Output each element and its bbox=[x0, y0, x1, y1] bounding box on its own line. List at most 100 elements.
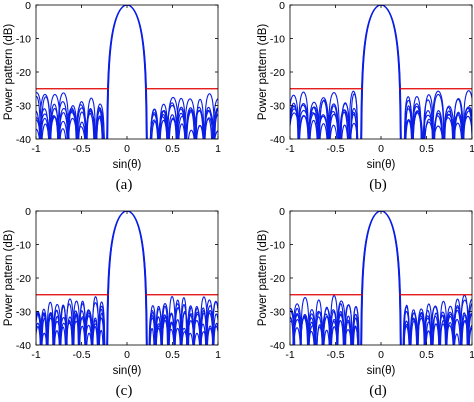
sidelobe-trace bbox=[453, 298, 462, 345]
sidelobe-trace bbox=[96, 117, 103, 139]
x-tick-label: -1 bbox=[285, 143, 294, 155]
x-tick-label: 1 bbox=[215, 143, 221, 155]
sidelobe-trace bbox=[65, 303, 74, 345]
sidelobe-trace bbox=[212, 98, 218, 139]
sidelobe-trace bbox=[185, 109, 195, 139]
panel-caption: (d) bbox=[369, 383, 387, 399]
mainlobe-trace bbox=[106, 5, 148, 139]
x-tick-label: 0.5 bbox=[419, 143, 434, 155]
mainlobe-trace bbox=[106, 211, 148, 345]
panel-d: -1 -0.5 0 0.5 1 0 -10 -20 -30 -40 sin(θ) Power patt… bbox=[257, 206, 474, 399]
sidelobe-trace bbox=[85, 112, 97, 139]
sidelobe-trace bbox=[350, 93, 358, 139]
sidelobe-trace bbox=[308, 106, 320, 139]
y-tick-label: -20 bbox=[270, 273, 285, 285]
sidelobe-trace bbox=[308, 321, 315, 345]
sidelobe-trace bbox=[53, 320, 62, 345]
sidelobe-trace bbox=[307, 309, 317, 345]
sidelobe-trace bbox=[431, 315, 440, 345]
sidelobe-trace bbox=[314, 310, 324, 345]
y-axis-title: Power pattern (dB) bbox=[257, 24, 269, 121]
sidelobe-trace bbox=[46, 317, 55, 345]
sidelobe-trace bbox=[41, 123, 50, 139]
x-tick-label: -1 bbox=[285, 349, 294, 361]
sidelobe-trace bbox=[411, 95, 422, 139]
y-axis-title: Power pattern (dB) bbox=[257, 230, 269, 327]
y-tick-label: -20 bbox=[270, 67, 285, 79]
x-tick-label: -0.5 bbox=[72, 349, 90, 361]
x-tick-label: -1 bbox=[31, 143, 40, 155]
mainlobe-trace bbox=[360, 211, 402, 345]
pattern-curves bbox=[290, 211, 472, 345]
x-tick-label: 1 bbox=[469, 143, 474, 155]
y-axis-title: Power pattern (dB) bbox=[3, 24, 15, 121]
sidelobe-trace bbox=[432, 115, 443, 139]
sidelobe-trace bbox=[181, 310, 188, 345]
sidelobe-trace bbox=[352, 306, 360, 345]
sidelobe-trace bbox=[167, 328, 175, 345]
x-axis-title: sin(θ) bbox=[113, 159, 142, 171]
x-tick-label: 0 bbox=[378, 143, 384, 155]
mainlobe-trace bbox=[360, 211, 402, 345]
sidelobe-trace bbox=[308, 112, 320, 139]
sidelobe-trace bbox=[308, 101, 320, 139]
sidelobe-trace bbox=[314, 299, 323, 345]
x-axis-title: sin(θ) bbox=[367, 365, 396, 377]
sidelobe-trace bbox=[98, 308, 105, 345]
sidelobe-trace bbox=[330, 311, 338, 345]
sidelobe-trace bbox=[92, 325, 98, 345]
sidelobe-trace bbox=[423, 309, 432, 345]
sidelobe-trace bbox=[48, 93, 61, 139]
sidelobe-trace bbox=[462, 106, 472, 139]
sidelobe-trace bbox=[323, 329, 330, 345]
sidelobe-trace bbox=[349, 107, 359, 139]
sidelobe-trace bbox=[297, 103, 310, 139]
sidelobe-trace bbox=[328, 113, 339, 139]
sidelobe-trace bbox=[204, 118, 213, 139]
sidelobe-trace bbox=[168, 322, 175, 345]
sidelobe-trace bbox=[403, 320, 410, 345]
sidelobe-trace bbox=[203, 110, 215, 139]
sidelobe-trace bbox=[330, 326, 338, 345]
sidelobe-trace bbox=[337, 303, 345, 345]
sidelobe-trace bbox=[155, 327, 162, 345]
x-axis-title: sin(θ) bbox=[367, 159, 396, 171]
y-tick-label: -30 bbox=[270, 101, 285, 113]
sidelobe-trace bbox=[453, 97, 464, 139]
sidelobe-trace bbox=[438, 315, 447, 345]
sidelobe-trace bbox=[181, 331, 188, 345]
pattern-curves bbox=[290, 5, 472, 139]
sidelobe-trace bbox=[84, 315, 93, 345]
panel-caption: (c) bbox=[116, 383, 133, 399]
sidelobe-trace bbox=[453, 318, 461, 345]
sidelobe-trace bbox=[329, 124, 338, 139]
sidelobe-trace bbox=[329, 105, 339, 139]
axes-box bbox=[35, 210, 219, 346]
sidelobe-trace bbox=[297, 109, 310, 139]
sidelobe-trace bbox=[444, 110, 454, 139]
sidelobe-trace bbox=[212, 301, 218, 345]
sidelobe-trace bbox=[167, 114, 177, 139]
x-tick-label: 1 bbox=[215, 349, 221, 361]
sidelobe-trace bbox=[86, 97, 97, 139]
sidelobe-trace bbox=[176, 112, 186, 139]
sidelobe-trace bbox=[195, 98, 205, 139]
x-tick-label: 0 bbox=[378, 349, 384, 361]
x-tick-label: 0.5 bbox=[165, 349, 180, 361]
sidelobe-trace bbox=[91, 302, 100, 345]
sidelobe-trace bbox=[174, 307, 182, 345]
sidelobe-trace bbox=[158, 103, 169, 139]
mainlobe-trace bbox=[360, 5, 402, 139]
sidelobe-trace bbox=[352, 326, 359, 345]
sidelobe-trace bbox=[322, 315, 332, 345]
sidelobe-trace bbox=[323, 306, 331, 345]
sidelobe-trace bbox=[290, 310, 295, 345]
sidelobe-trace bbox=[343, 304, 353, 345]
sidelobe-trace bbox=[203, 109, 214, 139]
sidelobe-trace bbox=[328, 103, 340, 139]
y-tick-label: -10 bbox=[16, 240, 31, 252]
x-tick-label: -0.5 bbox=[72, 143, 90, 155]
sidelobe-trace bbox=[422, 99, 434, 139]
sidelobe-trace bbox=[57, 92, 70, 139]
